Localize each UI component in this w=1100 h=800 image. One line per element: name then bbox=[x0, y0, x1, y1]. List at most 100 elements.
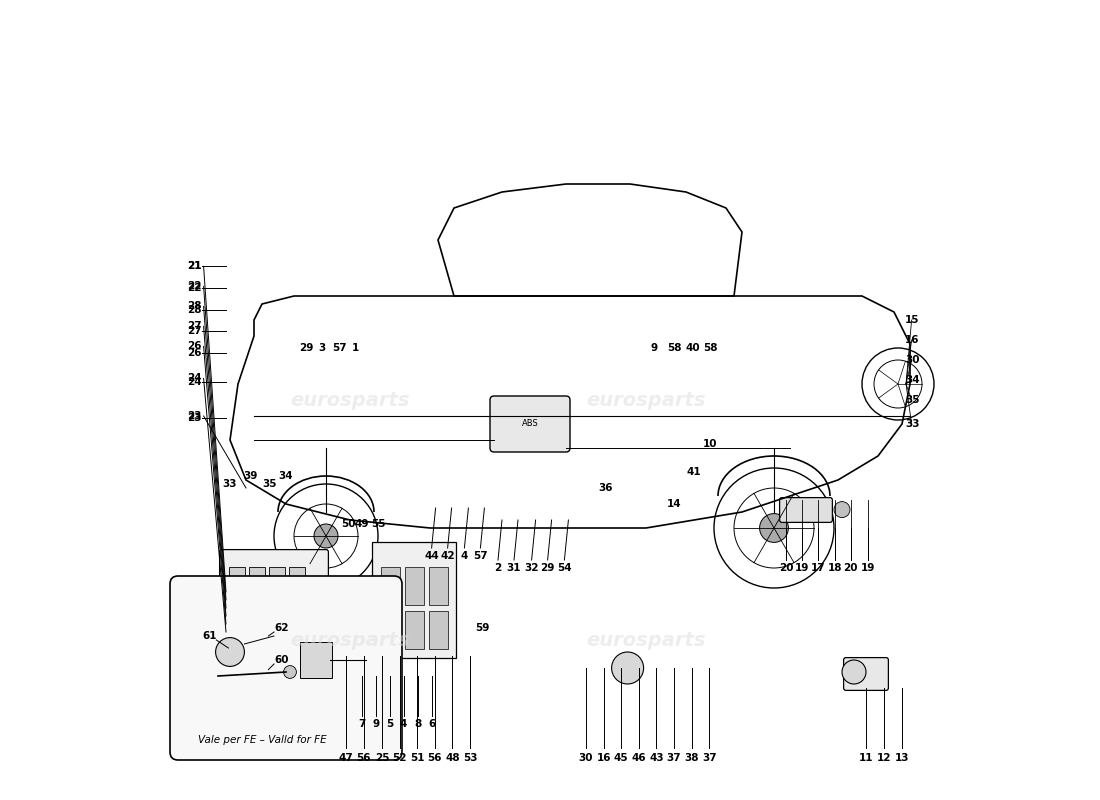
Text: 55: 55 bbox=[371, 519, 385, 529]
Text: 22: 22 bbox=[187, 282, 201, 291]
Text: eurosparts: eurosparts bbox=[290, 390, 409, 410]
Text: 2: 2 bbox=[494, 563, 502, 573]
Text: 31: 31 bbox=[507, 563, 521, 573]
Text: 34: 34 bbox=[278, 471, 294, 481]
FancyBboxPatch shape bbox=[405, 611, 425, 649]
Text: 24: 24 bbox=[187, 377, 201, 386]
FancyBboxPatch shape bbox=[844, 658, 889, 690]
Text: 23: 23 bbox=[187, 413, 201, 422]
Text: 32: 32 bbox=[525, 563, 539, 573]
FancyBboxPatch shape bbox=[229, 567, 245, 617]
FancyBboxPatch shape bbox=[373, 542, 455, 658]
Circle shape bbox=[834, 502, 850, 518]
FancyBboxPatch shape bbox=[382, 611, 400, 649]
Text: 50: 50 bbox=[341, 519, 355, 529]
Text: 56: 56 bbox=[428, 753, 442, 762]
Text: 8: 8 bbox=[415, 719, 421, 729]
Text: 45: 45 bbox=[614, 753, 628, 762]
Circle shape bbox=[216, 638, 244, 666]
Text: 52: 52 bbox=[393, 753, 407, 762]
Text: ABS: ABS bbox=[521, 419, 538, 429]
Text: 22: 22 bbox=[187, 283, 201, 293]
Text: 1: 1 bbox=[352, 343, 360, 353]
FancyBboxPatch shape bbox=[405, 567, 425, 605]
Text: 58: 58 bbox=[703, 343, 717, 353]
Text: 47: 47 bbox=[339, 753, 353, 762]
Text: 33: 33 bbox=[905, 419, 920, 429]
Text: 12: 12 bbox=[877, 753, 891, 762]
Text: eurosparts: eurosparts bbox=[586, 630, 706, 650]
Text: 28: 28 bbox=[187, 302, 201, 311]
Text: 4: 4 bbox=[461, 551, 469, 561]
Text: 26: 26 bbox=[187, 348, 201, 358]
Text: 57: 57 bbox=[473, 551, 487, 561]
Text: 4: 4 bbox=[400, 719, 407, 729]
FancyBboxPatch shape bbox=[170, 576, 402, 760]
Text: 13: 13 bbox=[894, 753, 910, 762]
Text: 28: 28 bbox=[187, 305, 201, 314]
Text: 37: 37 bbox=[667, 753, 681, 762]
Text: 35: 35 bbox=[263, 479, 277, 489]
Text: 40: 40 bbox=[685, 343, 700, 353]
Text: 16: 16 bbox=[905, 335, 920, 345]
Text: 42: 42 bbox=[440, 551, 455, 561]
FancyBboxPatch shape bbox=[429, 611, 449, 649]
Text: 3: 3 bbox=[318, 343, 326, 353]
Text: 61: 61 bbox=[202, 631, 218, 641]
Text: 53: 53 bbox=[463, 753, 477, 762]
Text: 24: 24 bbox=[187, 374, 201, 383]
Text: 41: 41 bbox=[686, 467, 702, 477]
Text: 23: 23 bbox=[187, 411, 201, 421]
Text: 57: 57 bbox=[332, 343, 346, 353]
Text: 29: 29 bbox=[299, 343, 314, 353]
Circle shape bbox=[842, 660, 866, 684]
Text: 19: 19 bbox=[795, 563, 810, 573]
FancyBboxPatch shape bbox=[780, 498, 833, 522]
Text: 14: 14 bbox=[667, 499, 681, 509]
Text: 5: 5 bbox=[386, 719, 394, 729]
Text: eurosparts: eurosparts bbox=[290, 630, 409, 650]
FancyBboxPatch shape bbox=[220, 550, 329, 634]
Text: 11: 11 bbox=[859, 753, 873, 762]
Text: 62: 62 bbox=[275, 623, 289, 633]
Text: 9: 9 bbox=[373, 719, 380, 729]
Text: 9: 9 bbox=[650, 343, 658, 353]
Text: 34: 34 bbox=[905, 375, 920, 385]
Text: 37: 37 bbox=[702, 753, 716, 762]
Text: 27: 27 bbox=[187, 326, 201, 336]
FancyBboxPatch shape bbox=[289, 567, 305, 617]
Text: 51: 51 bbox=[410, 753, 425, 762]
Text: 30: 30 bbox=[579, 753, 593, 762]
Text: 21: 21 bbox=[187, 262, 201, 271]
Text: 7: 7 bbox=[359, 719, 365, 729]
Text: 56: 56 bbox=[356, 753, 371, 762]
FancyBboxPatch shape bbox=[250, 567, 265, 617]
Text: 6: 6 bbox=[428, 719, 436, 729]
Text: 17: 17 bbox=[811, 563, 825, 573]
Text: 33: 33 bbox=[222, 479, 238, 489]
Circle shape bbox=[760, 514, 789, 542]
Text: eurosparts: eurosparts bbox=[586, 390, 706, 410]
Text: 60: 60 bbox=[275, 655, 289, 665]
Text: 18: 18 bbox=[827, 563, 843, 573]
FancyBboxPatch shape bbox=[490, 396, 570, 452]
FancyBboxPatch shape bbox=[382, 567, 400, 605]
Text: 46: 46 bbox=[631, 753, 646, 762]
Text: 30: 30 bbox=[905, 355, 920, 365]
Text: 43: 43 bbox=[649, 753, 663, 762]
Text: 29: 29 bbox=[540, 563, 554, 573]
FancyBboxPatch shape bbox=[429, 567, 449, 605]
Circle shape bbox=[314, 524, 338, 548]
Text: 36: 36 bbox=[598, 483, 614, 493]
Text: 19: 19 bbox=[860, 563, 875, 573]
Text: 35: 35 bbox=[905, 395, 920, 405]
Text: Vale per FE – Valld for FE: Vale per FE – Valld for FE bbox=[198, 735, 327, 745]
Text: 59: 59 bbox=[475, 623, 490, 633]
Text: 44: 44 bbox=[425, 551, 439, 561]
Text: 27: 27 bbox=[187, 322, 201, 331]
Text: 20: 20 bbox=[844, 563, 858, 573]
Text: 20: 20 bbox=[779, 563, 793, 573]
Text: 54: 54 bbox=[557, 563, 572, 573]
Text: 26: 26 bbox=[187, 342, 201, 351]
Text: 48: 48 bbox=[446, 753, 460, 762]
